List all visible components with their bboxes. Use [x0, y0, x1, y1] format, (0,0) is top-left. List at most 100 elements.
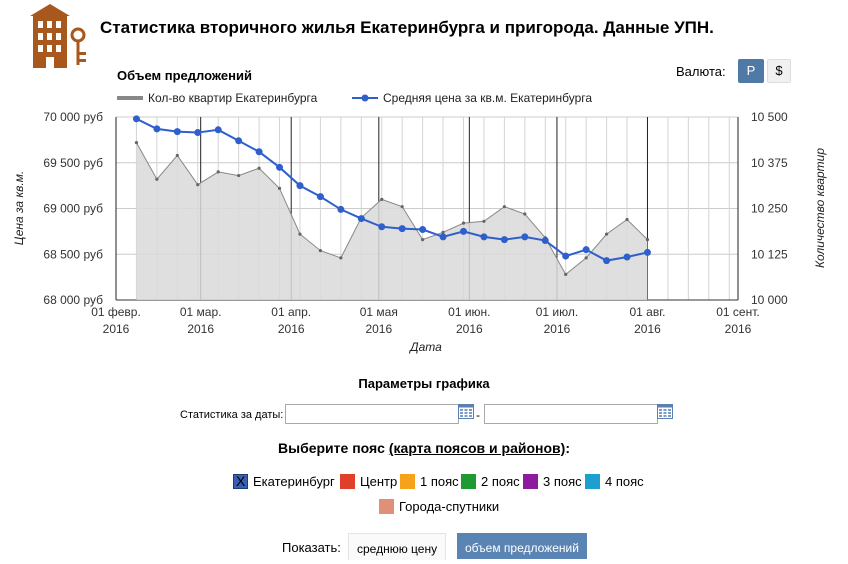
currency-usd-button[interactable]: $ — [767, 59, 791, 83]
price-point — [460, 227, 468, 235]
zone-swatch-ekaterinburg — [233, 473, 248, 489]
zone-swatch-belt-1 — [400, 474, 415, 489]
page-title: Статистика вторичного жилья Екатеринбург… — [100, 18, 714, 37]
count-point — [298, 232, 302, 236]
calendar-icon[interactable] — [657, 403, 673, 419]
offer-volume-chart: Объем предложений Кол-во квартир Екатери… — [12, 68, 827, 354]
zone-swatch-satellite-cities — [379, 499, 394, 514]
x-tick-label: 01 авг. — [629, 305, 665, 319]
price-point — [480, 233, 488, 241]
legend-item-count[interactable]: Кол-во квартир Екатеринбурга — [117, 91, 318, 105]
price-series-path — [135, 117, 648, 262]
count-point — [400, 205, 404, 209]
legend: Кол-во квартир Екатеринбурга Средняя цен… — [117, 91, 592, 105]
zone-swatch-belt-3 — [523, 474, 538, 489]
zone-item-belt-1[interactable]: 1 пояс — [400, 474, 459, 489]
x-tick-year: 2016 — [725, 322, 752, 336]
zone-map-link[interactable]: (карта поясов и районов) — [388, 440, 566, 456]
price-point — [235, 137, 243, 145]
count-point — [237, 173, 241, 178]
count-point — [482, 219, 486, 223]
y-left-tick-label: 68 500 руб — [43, 247, 103, 261]
y-left-tick-label: 68 000 руб — [43, 293, 103, 307]
y-right-tick-label: 10 500 — [751, 110, 788, 124]
count-area-fill — [136, 142, 648, 300]
y-right-ticks: 10 500 10 375 10 250 10 125 10 000 — [751, 110, 788, 307]
currency-label: Валюта: — [676, 64, 726, 79]
price-point — [214, 126, 222, 134]
price-point — [153, 125, 161, 133]
zone-swatch-belt-2 — [461, 474, 476, 489]
price-point — [439, 233, 447, 241]
count-point — [584, 256, 588, 260]
count-point — [604, 232, 609, 236]
y-right-tick-label: 10 375 — [751, 156, 788, 170]
currency-rub-button[interactable]: Р — [738, 59, 764, 83]
price-point — [500, 236, 508, 244]
y-left-axis-label: Цена за кв.м. — [12, 171, 26, 246]
price-point — [357, 215, 365, 223]
x-tick-year: 2016 — [365, 322, 392, 336]
count-point — [421, 238, 425, 242]
show-label: Показать: — [282, 540, 341, 555]
x-tick-year: 2016 — [103, 322, 130, 336]
zone-item-belt-4[interactable]: 4 пояс — [585, 474, 644, 489]
zone-heading: Выберите пояс (карта поясов и районов): — [0, 440, 848, 456]
zone-item-center[interactable]: Центр — [340, 474, 397, 489]
price-point — [562, 252, 570, 260]
count-point — [625, 217, 629, 222]
price-point — [173, 128, 181, 136]
x-axis-ticks: 01 февр. 2016 01 мар. 2016 01 апр. 2016 01 мая… — [91, 305, 760, 336]
date-to-input[interactable] — [484, 404, 658, 424]
legend-item-price[interactable]: Средняя цена за кв.м. Екатеринбурга — [352, 91, 592, 105]
price-point — [255, 148, 263, 156]
count-point — [441, 230, 445, 234]
zone-item-belt-3[interactable]: 3 пояс — [523, 474, 582, 489]
show-average-price-button[interactable]: среднюю цену — [348, 533, 447, 560]
zone-item-satellite-cities[interactable]: Города-спутники — [379, 499, 499, 514]
price-point — [521, 233, 529, 241]
count-point — [216, 170, 220, 174]
legend-count-label: Кол-во квартир Екатеринбурга — [148, 91, 318, 105]
zone-label: Центр — [360, 474, 398, 489]
price-point — [194, 129, 202, 137]
zone-heading-text: Выберите пояс — [278, 440, 389, 456]
price-point — [398, 225, 406, 233]
zone-label: 2 пояс — [481, 474, 520, 489]
zone-heading-colon: : — [565, 440, 570, 456]
price-series-line — [132, 115, 651, 265]
price-point — [337, 205, 345, 213]
count-point — [523, 212, 527, 216]
price-point — [643, 248, 651, 256]
price-point — [541, 237, 549, 245]
show-offer-volume-button[interactable]: объем предложений — [457, 533, 587, 559]
price-point — [276, 163, 284, 171]
zone-label: 3 пояс — [543, 474, 582, 489]
count-point — [461, 221, 466, 225]
count-series-line — [136, 142, 648, 276]
date-from-input[interactable] — [285, 404, 459, 424]
x-tick-label: 01 февр. — [91, 305, 141, 319]
count-point — [380, 197, 384, 201]
y-right-tick-label: 10 125 — [751, 247, 788, 261]
zone-item-ekaterinburg[interactable]: Екатеринбург — [233, 473, 335, 489]
x-tick-label: 01 июн. — [448, 305, 490, 319]
y-left-tick-label: 70 000 руб — [43, 110, 103, 124]
date-range-dash: - — [476, 408, 480, 422]
count-point — [339, 256, 343, 260]
zone-label: Города-спутники — [399, 499, 500, 514]
y-left-tick-label: 69 000 руб — [43, 202, 103, 216]
zone-label: 1 пояс — [420, 474, 459, 489]
zone-swatch-belt-4 — [585, 474, 600, 489]
count-point — [277, 186, 282, 190]
zone-label: Екатеринбург — [253, 474, 335, 489]
count-point — [502, 205, 506, 209]
legend-price-marker — [361, 94, 369, 102]
zone-item-belt-2[interactable]: 2 пояс — [461, 474, 520, 489]
count-point — [155, 177, 159, 181]
calendar-icon[interactable] — [458, 403, 474, 419]
zone-label: 4 пояс — [605, 474, 644, 489]
x-tick-year: 2016 — [187, 322, 214, 336]
zone-swatch-center — [340, 474, 355, 489]
x-tick-year: 2016 — [634, 322, 661, 336]
